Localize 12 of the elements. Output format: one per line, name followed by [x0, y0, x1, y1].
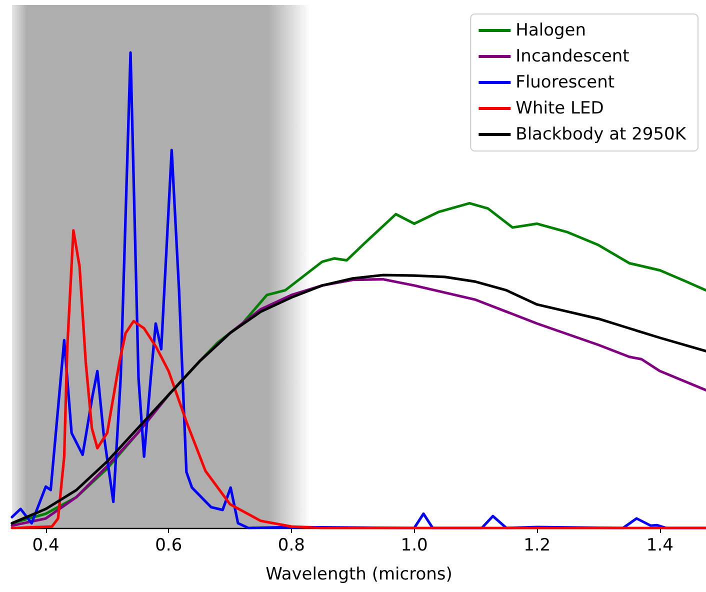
x-tick-label: 1.2 [524, 536, 551, 556]
legend-label: Halogen [516, 20, 586, 40]
x-tick-label: 0.8 [278, 536, 305, 556]
x-tick-label: 1.4 [646, 536, 674, 556]
legend-label: Fluorescent [516, 72, 615, 92]
legend-label: Blackbody at 2950K [516, 124, 687, 144]
x-tick-label: 0.6 [155, 536, 182, 556]
x-tick-label: 1.0 [400, 536, 428, 556]
legend-label: Incandescent [516, 46, 630, 66]
legend-label: White LED [516, 98, 604, 118]
x-axis-title: Wavelength (microns) [266, 564, 452, 584]
x-tick-label: 0.4 [32, 536, 60, 556]
